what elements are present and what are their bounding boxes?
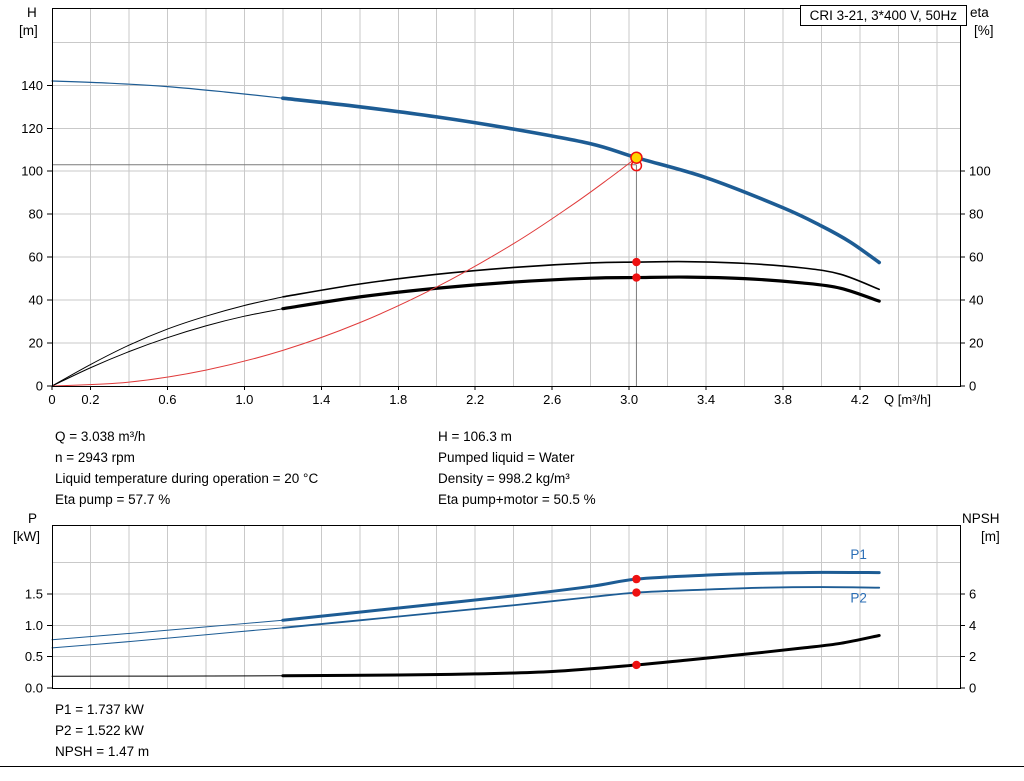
svg-text:0.6: 0.6 — [158, 392, 176, 407]
p2-series-label: P2 — [850, 591, 867, 606]
svg-text:40: 40 — [969, 293, 983, 308]
annotation-p1: P1 = 1.737 kW — [55, 702, 144, 717]
svg-text:3.4: 3.4 — [697, 392, 715, 407]
p1-curve — [281, 570, 881, 622]
h-axis-title: H — [27, 5, 37, 20]
svg-text:1.5: 1.5 — [25, 586, 43, 601]
annotation-speed: n = 2943 rpm — [55, 450, 135, 465]
svg-text:2.2: 2.2 — [466, 392, 484, 407]
p2-duty-marker — [632, 588, 641, 597]
svg-text:140: 140 — [21, 78, 43, 93]
power-npsh-chart: P1 P2 0.0 0.5 1.0 1.5 0 2 4 6 — [25, 525, 976, 696]
duty-info-left: Q = 3.038 m³/h n = 2943 rpm Liquid tempe… — [55, 426, 318, 510]
svg-text:1.8: 1.8 — [389, 392, 407, 407]
p2-curve-extended — [51, 627, 284, 649]
tick-labels: 0 0.2 0.6 1.0 1.4 1.8 2.2 2.6 3.0 3.4 3.8 4.2 Q [m³/… — [21, 78, 990, 407]
hq-eta-chart: 0 0.2 0.6 1.0 1.4 1.8 2.2 2.6 3.0 3.4 3.8 4.2 Q [m³/… — [21, 8, 991, 407]
svg-text:3.8: 3.8 — [774, 392, 792, 407]
svg-text:3.0: 3.0 — [620, 392, 638, 407]
svg-text:6: 6 — [969, 586, 976, 601]
x-axis-title: Q [m³/h] — [884, 392, 931, 407]
npsh-axis-title: NPSH — [962, 511, 1000, 526]
grid — [52, 525, 960, 688]
eta-pump-curve-extended — [51, 296, 284, 387]
duty-point-marker — [630, 151, 643, 164]
annotation-flow: Q = 3.038 m³/h — [55, 429, 146, 444]
h-axis-unit: [m] — [19, 23, 38, 38]
svg-text:60: 60 — [969, 250, 983, 265]
svg-text:100: 100 — [21, 164, 43, 179]
p1-curve-extended — [51, 619, 284, 641]
eta-pump-motor-curve-extended — [51, 308, 284, 387]
annotation-p2: P2 = 1.522 kW — [55, 723, 144, 738]
svg-text:0: 0 — [36, 379, 43, 394]
svg-text:0: 0 — [969, 681, 976, 696]
svg-text:0: 0 — [48, 392, 55, 407]
grid — [52, 8, 960, 386]
bottom-divider — [0, 766, 1024, 767]
svg-text:80: 80 — [969, 207, 983, 222]
eta-pump-motor-curve — [281, 275, 881, 311]
svg-text:0.2: 0.2 — [81, 392, 99, 407]
pump-model-box: CRI 3-21, 3*400 V, 50Hz — [799, 5, 967, 26]
svg-text:120: 120 — [21, 121, 43, 136]
eta-pump-duty-marker — [632, 257, 641, 267]
duty-crosshair — [52, 164, 637, 386]
svg-text:1.0: 1.0 — [235, 392, 253, 407]
svg-text:0: 0 — [969, 379, 976, 394]
plot-frame — [52, 8, 961, 387]
eta-axis-unit: [%] — [974, 23, 994, 38]
annotation-liquid: Pumped liquid = Water — [438, 450, 575, 465]
p-axis-unit: [kW] — [13, 529, 40, 544]
svg-text:1.0: 1.0 — [25, 618, 43, 633]
svg-text:4.2: 4.2 — [851, 392, 869, 407]
p-axis-title: P — [28, 511, 38, 526]
h-q-curve-extended — [51, 80, 284, 99]
p1-duty-marker — [632, 574, 641, 584]
h-q-curve — [281, 96, 882, 265]
svg-text:80: 80 — [29, 207, 43, 222]
annotation-eta-pump-motor: Eta pump+motor = 50.5 % — [438, 492, 596, 507]
svg-text:1.4: 1.4 — [312, 392, 330, 407]
npsh-duty-marker — [632, 660, 641, 670]
svg-text:100: 100 — [969, 164, 991, 179]
tick-marks — [47, 593, 965, 689]
annotation-eta-pump: Eta pump = 57.7 % — [55, 492, 171, 507]
annotation-head: H = 106.3 m — [438, 429, 512, 444]
tick-marks — [47, 84, 965, 390]
svg-text:0.5: 0.5 — [25, 649, 43, 664]
annotation-density: Density = 998.2 kg/m³ — [438, 471, 570, 486]
npsh-curve — [281, 633, 881, 678]
eta-axis-title: eta — [970, 5, 989, 20]
svg-text:0.0: 0.0 — [25, 681, 43, 696]
svg-text:4: 4 — [969, 618, 976, 633]
svg-text:2: 2 — [969, 649, 976, 664]
annotation-npsh: NPSH = 1.47 m — [55, 744, 150, 759]
npsh-axis-unit: [m] — [981, 529, 1000, 544]
p2-curve — [281, 586, 881, 629]
p1-series-label: P1 — [850, 547, 867, 562]
svg-text:20: 20 — [29, 336, 43, 351]
eta-pump-motor-duty-marker — [632, 273, 641, 282]
power-info: P1 = 1.737 kW P2 = 1.522 kW NPSH = 1.47 … — [55, 699, 149, 762]
svg-text:40: 40 — [29, 293, 43, 308]
tick-labels: 0.0 0.5 1.0 1.5 0 2 4 6 — [25, 586, 976, 695]
eta-pump-curve — [282, 260, 881, 298]
svg-text:2.6: 2.6 — [543, 392, 561, 407]
annotation-temperature: Liquid temperature during operation = 20… — [55, 471, 319, 486]
svg-text:20: 20 — [969, 336, 983, 351]
plot-frame — [52, 525, 961, 689]
duty-info-right: H = 106.3 m Pumped liquid = Water Densit… — [438, 426, 596, 510]
system-curve — [51, 157, 637, 387]
svg-text:60: 60 — [29, 250, 43, 265]
